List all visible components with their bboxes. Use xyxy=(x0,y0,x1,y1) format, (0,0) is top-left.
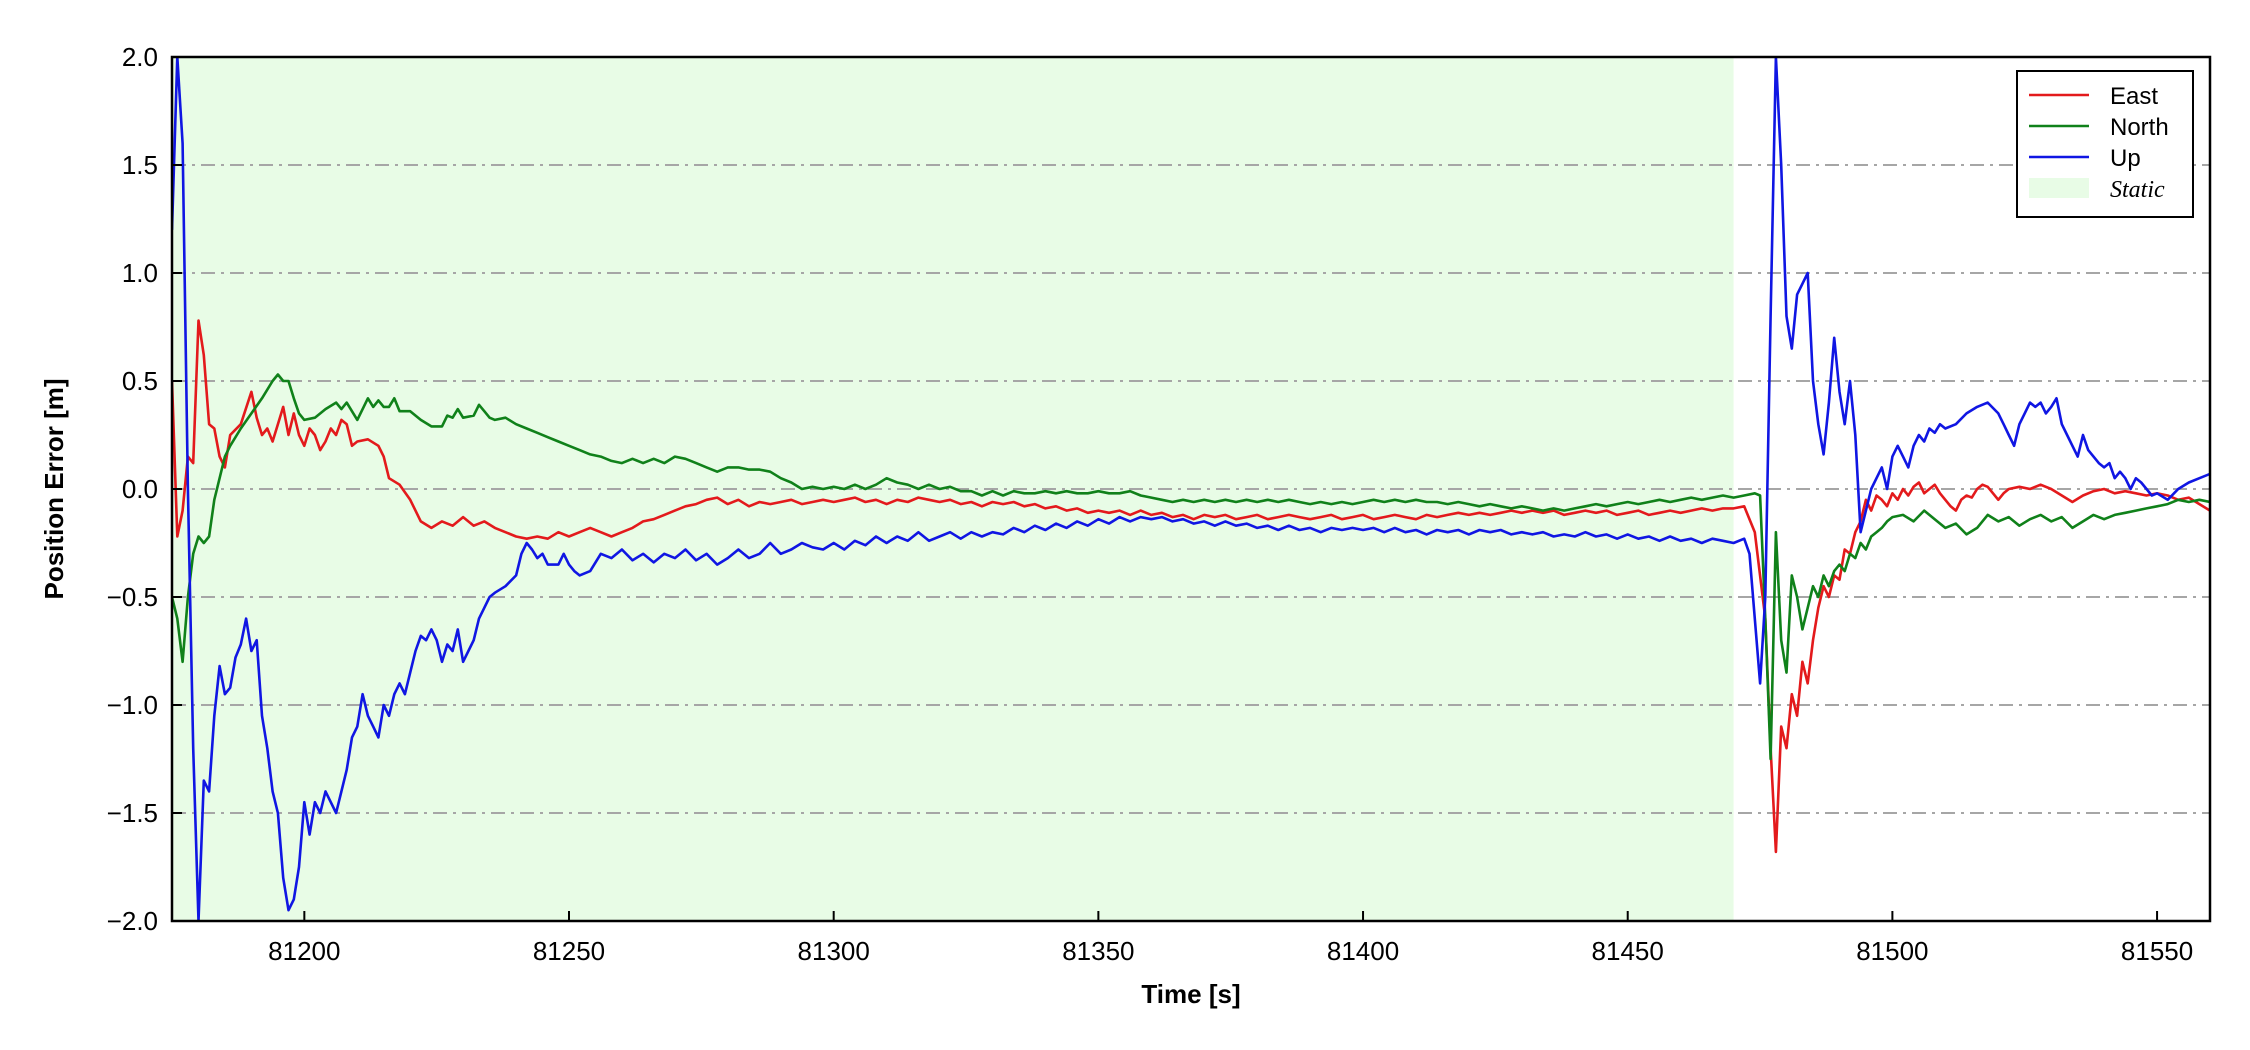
x-tick-label: 81450 xyxy=(1592,936,1664,966)
x-tick-label: 81500 xyxy=(1856,936,1928,966)
y-tick-label: 2.0 xyxy=(122,42,158,72)
x-tick-label: 81550 xyxy=(2121,936,2193,966)
legend-label-north: North xyxy=(2110,114,2169,141)
x-tick-label: 81350 xyxy=(1062,936,1134,966)
y-tick-label: 0.0 xyxy=(122,474,158,504)
y-tick-label: 1.0 xyxy=(122,258,158,288)
y-tick-label: 0.5 xyxy=(122,366,158,396)
x-tick-label: 81300 xyxy=(798,936,870,966)
x-tick-label: 81400 xyxy=(1327,936,1399,966)
y-tick-label: −2.0 xyxy=(107,906,158,936)
y-tick-label: 1.5 xyxy=(122,150,158,180)
series-line-north xyxy=(172,373,2210,761)
y-tick-label: −0.5 xyxy=(107,582,158,612)
grid-layer xyxy=(172,164,2210,814)
legend-label-static: Static xyxy=(2110,177,2165,203)
y-tick-label: −1.0 xyxy=(107,690,158,720)
ticks-layer: 81200 81250 81300 81350 81400 81450 81500 81550… xyxy=(107,42,2194,966)
y-tick-label: −1.5 xyxy=(107,798,158,828)
series-line-up xyxy=(172,57,2210,921)
x-tick-label: 81250 xyxy=(533,936,605,966)
x-tick-label: 81200 xyxy=(268,936,340,966)
legend-label-east: East xyxy=(2110,83,2158,110)
x-axis-title: Time [s] xyxy=(1141,979,1240,1009)
y-axis-title: Position Error [m] xyxy=(39,378,69,599)
legend-label-up: Up xyxy=(2110,145,2141,172)
series-line-east xyxy=(172,319,2210,854)
legend-swatch-static xyxy=(2029,178,2089,198)
legend: East North Up Static xyxy=(2016,70,2194,218)
series-layer xyxy=(172,57,2210,921)
